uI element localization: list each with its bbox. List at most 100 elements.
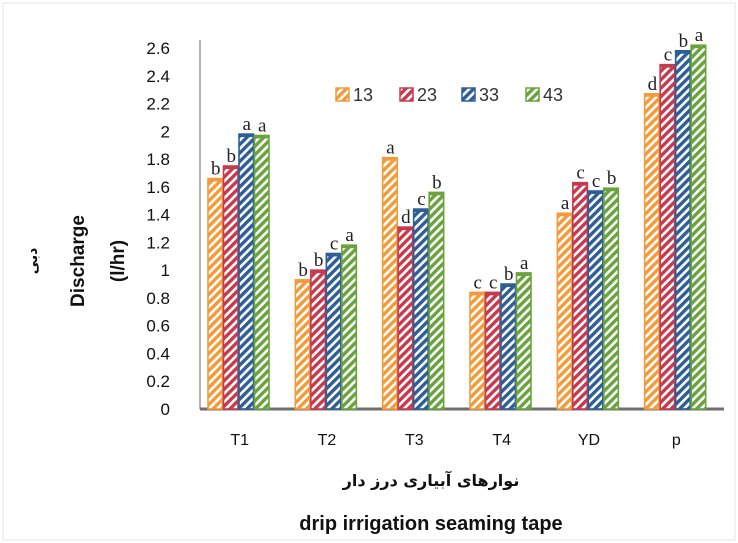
bar-T3-13 — [381, 156, 398, 410]
bar-cap-T1-33 — [239, 134, 254, 138]
significance-label: b — [679, 31, 689, 52]
bar-p-13 — [643, 93, 660, 410]
bars — [207, 44, 707, 410]
bar-YD-13 — [556, 212, 573, 410]
bar-p-43 — [690, 44, 707, 410]
category-labels: T1 T2 T3 T4 YD p — [230, 432, 681, 449]
y-tick-label: 2.4 — [146, 67, 170, 86]
bar-cap-T3-43 — [429, 192, 444, 196]
bar-cap-p-23 — [660, 64, 675, 68]
x-category-label: YD — [578, 432, 600, 449]
x-category-label: p — [672, 432, 681, 449]
y-tick-label: 1.4 — [146, 206, 170, 225]
significance-label: a — [520, 253, 529, 274]
significance-label: b — [607, 168, 617, 189]
significance-label: c — [576, 163, 584, 184]
y-tick-label: 2.2 — [146, 95, 170, 114]
bar-YD-33 — [587, 190, 604, 410]
legend-swatch — [461, 87, 476, 102]
significance-label: d — [401, 207, 411, 228]
bar-T4-43 — [515, 272, 532, 410]
bar-T1-33 — [238, 133, 255, 410]
y-tick-label: 1.2 — [146, 233, 170, 252]
bar-T1-13 — [207, 177, 224, 410]
bar-cap-T4-23 — [485, 292, 500, 296]
significance-label: c — [489, 272, 497, 293]
x-axis-title: drip irrigation seaming tape — [299, 513, 562, 535]
significance-label: b — [211, 159, 221, 180]
bar-cap-T1-43 — [254, 135, 269, 139]
bar-T1-43 — [253, 134, 270, 410]
bar-cap-YD-43 — [603, 188, 619, 192]
significance-label: d — [648, 74, 658, 95]
legend: 13 23 33 43 — [335, 85, 563, 105]
significance-label: a — [386, 138, 395, 159]
y-tick-labels: 0 0.2 0.4 0.6 0.8 1 1.2 1.4 1.6 1.8 2 2.2 2.4 2.6 — [146, 39, 170, 419]
bar-cap-T4-43 — [516, 272, 531, 276]
significance-label: a — [258, 115, 267, 136]
y-tick-label: 2.6 — [146, 39, 170, 58]
x-category-label: T4 — [492, 432, 511, 449]
bar-cap-T3-13 — [382, 157, 398, 161]
bar-T3-23 — [397, 226, 414, 410]
bar-cap-YD-33 — [588, 191, 603, 195]
bar-T2-13 — [294, 279, 311, 410]
y-axis-title-line2: (l/hr) — [108, 240, 129, 282]
bar-cap-T4-33 — [501, 284, 516, 288]
bar-cap-T1-23 — [223, 166, 238, 170]
bar-cap-T2-43 — [341, 245, 357, 249]
x-axis-title-persian: نوارهای آبیاری درز دار — [342, 470, 520, 490]
bar-YD-43 — [603, 187, 620, 410]
significance-label: a — [695, 25, 704, 46]
bar-YD-23 — [572, 181, 589, 410]
bar-T4-13 — [469, 291, 486, 410]
y-tick-label: 0 — [161, 400, 170, 419]
significance-label: b — [298, 260, 308, 281]
bar-p-23 — [659, 63, 676, 410]
significance-label: b — [504, 264, 514, 285]
bar-cap-p-13 — [644, 93, 660, 97]
x-category-label: T2 — [318, 432, 337, 449]
bar-cap-T3-23 — [398, 227, 413, 231]
bar-T2-33 — [325, 252, 342, 410]
significance-label: c — [330, 233, 338, 254]
y-tick-label: 2 — [161, 122, 170, 141]
y-tick-label: 1.6 — [146, 178, 170, 197]
legend-label: 13 — [353, 85, 373, 105]
bar-T4-23 — [484, 291, 501, 410]
legend-label: 43 — [543, 85, 563, 105]
bar-T3-33 — [412, 208, 429, 410]
significance-label: a — [345, 225, 354, 246]
bar-T2-23 — [310, 269, 327, 410]
y-tick-label: 1.8 — [146, 150, 170, 169]
bar-cap-T1-13 — [208, 178, 223, 182]
bar-p-33 — [674, 49, 691, 410]
legend-swatch — [399, 87, 414, 102]
bar-T2-43 — [341, 244, 358, 410]
y-axis-title-persian: دبی — [25, 248, 41, 275]
x-category-label: T3 — [405, 432, 424, 449]
y-tick-label: 0.2 — [146, 372, 170, 391]
y-tick-label: 0.8 — [146, 289, 170, 308]
bar-T4-33 — [500, 283, 517, 410]
significance-label: b — [227, 146, 237, 167]
bar-T1-23 — [222, 165, 239, 410]
y-axis-title-line1: Discharge — [68, 215, 89, 307]
legend-label: 23 — [417, 85, 437, 105]
bar-cap-YD-23 — [572, 182, 588, 186]
x-category-label: T1 — [230, 432, 249, 449]
legend-label: 33 — [479, 85, 499, 105]
significance-label: b — [314, 250, 324, 271]
significance-label: b — [432, 172, 442, 193]
legend-swatch — [525, 87, 540, 102]
significance-label: c — [664, 45, 672, 66]
bar-cap-T2-33 — [326, 253, 341, 257]
bar-cap-T2-13 — [295, 279, 310, 283]
bar-T3-43 — [428, 191, 445, 410]
axes — [199, 40, 724, 411]
bar-cap-p-33 — [675, 50, 691, 54]
y-tick-label: 0.6 — [146, 317, 170, 336]
